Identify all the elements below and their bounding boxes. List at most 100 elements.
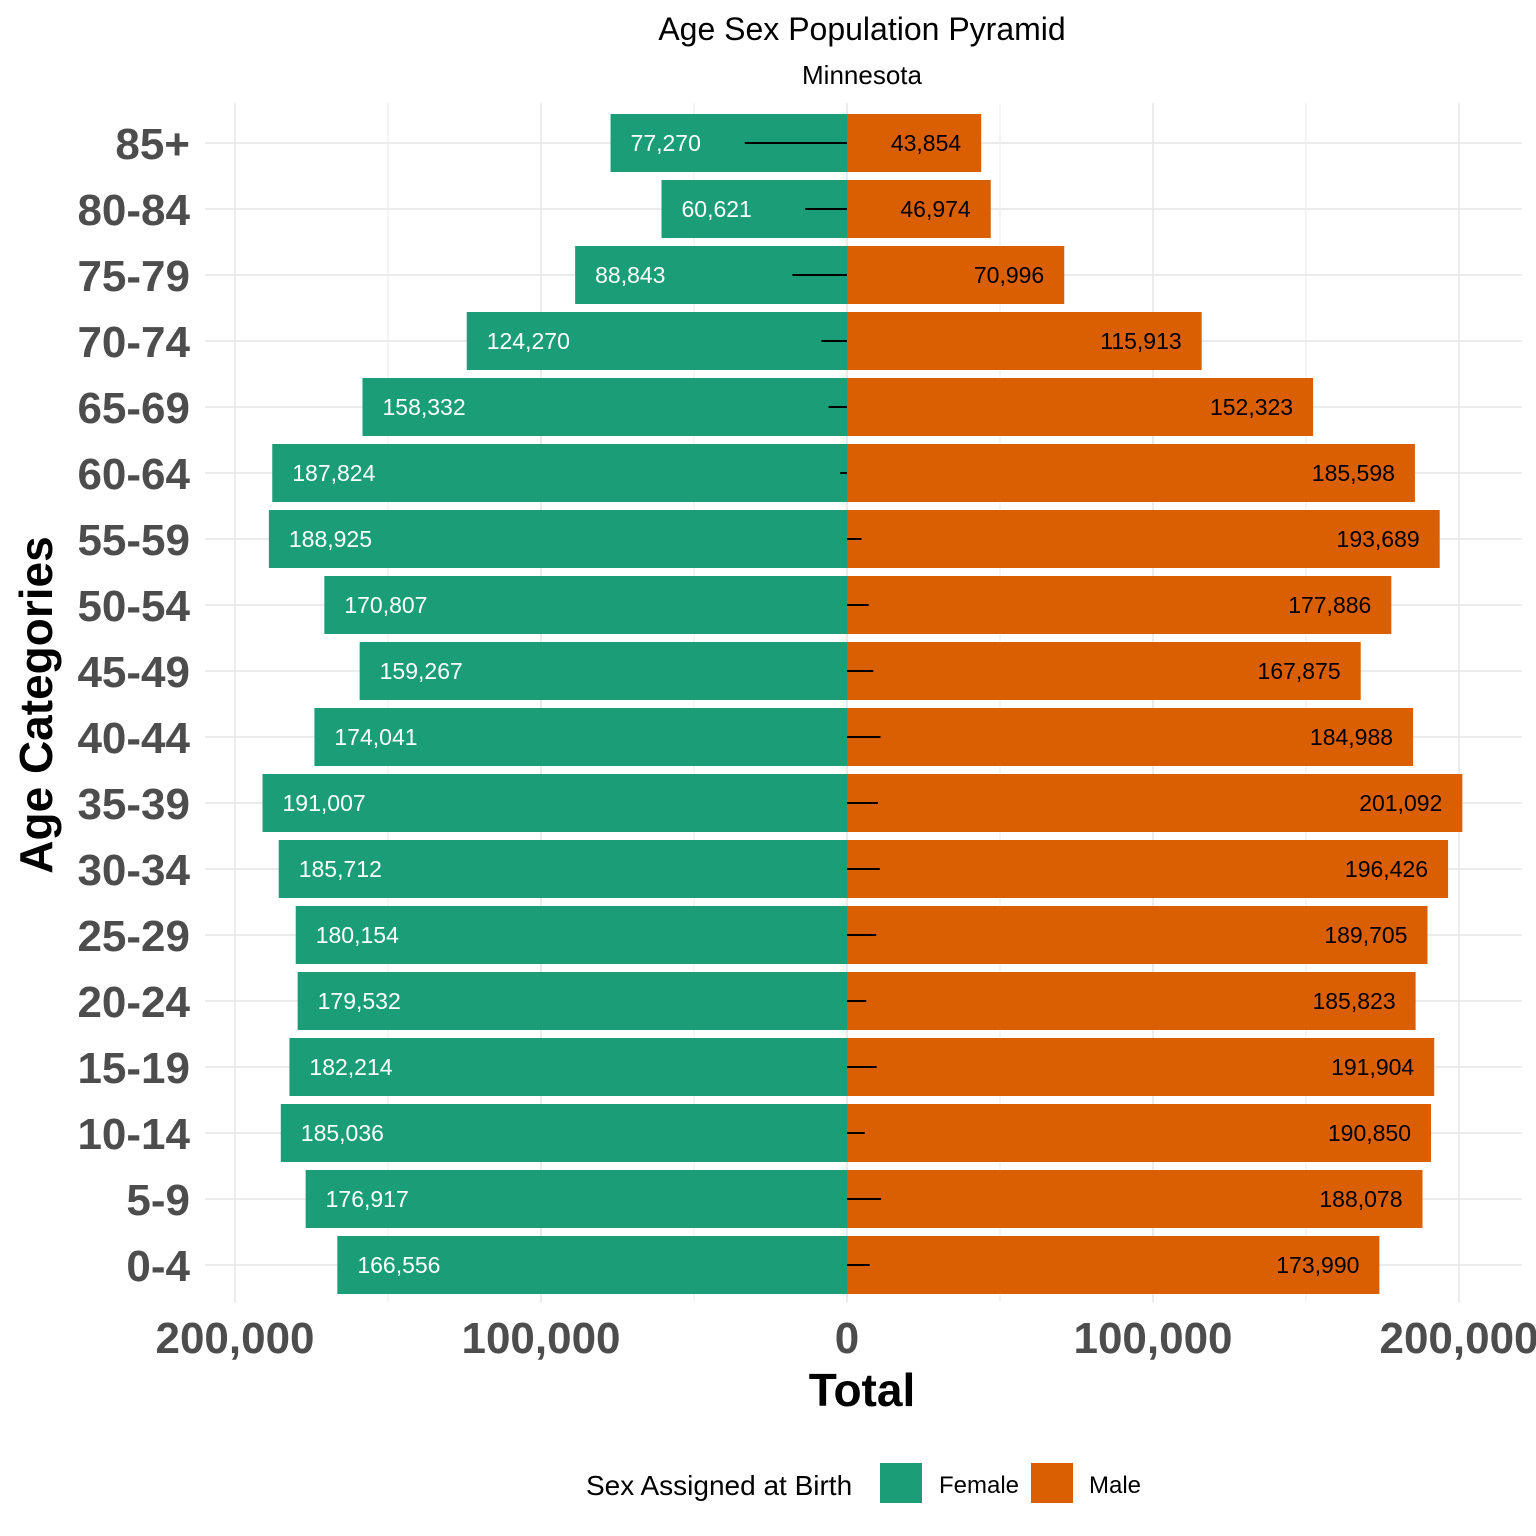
legend-swatch-male bbox=[1031, 1463, 1073, 1503]
bar-male-10-14 bbox=[847, 1104, 1432, 1162]
y-tick-label: 85+ bbox=[115, 120, 190, 169]
bar-female-15-19 bbox=[289, 1038, 847, 1096]
bar-label-female: 60,621 bbox=[681, 196, 751, 222]
bar-label-male: 185,598 bbox=[1312, 460, 1395, 486]
bar-label-female: 180,154 bbox=[316, 922, 399, 948]
x-tick-label: 100,000 bbox=[1073, 1314, 1232, 1363]
bar-label-male: 193,689 bbox=[1337, 526, 1420, 552]
bar-label-male: 188,078 bbox=[1319, 1186, 1402, 1212]
x-axis-tick-labels: 200,000 100,000 0 100,000 200,000 bbox=[155, 1314, 1536, 1363]
legend-label-male: Male bbox=[1089, 1472, 1141, 1499]
bar-female-30-34 bbox=[278, 840, 847, 898]
difference-ticks bbox=[744, 142, 882, 1266]
bar-label-male: 184,988 bbox=[1310, 724, 1393, 750]
y-axis-tick-labels: 0-4 5-9 10-14 15-19 20-24 25-29 30-34 35-39 40-4… bbox=[77, 120, 190, 1291]
x-tick-label: 200,000 bbox=[1379, 1314, 1536, 1363]
y-tick-label: 0-4 bbox=[126, 1242, 190, 1291]
bar-label-male: 115,913 bbox=[1100, 328, 1181, 354]
y-tick-label: 10-14 bbox=[77, 1110, 190, 1159]
bar-label-female: 185,712 bbox=[299, 856, 382, 882]
bar-label-male: 201,092 bbox=[1359, 790, 1442, 816]
legend: Sex Assigned at Birth Female Male bbox=[586, 1463, 1141, 1503]
bar-female-70-74 bbox=[466, 312, 847, 370]
y-tick-label: 45-49 bbox=[77, 648, 190, 697]
x-tick-label: 0 bbox=[835, 1314, 859, 1363]
bar-label-male: 196,426 bbox=[1345, 856, 1428, 882]
legend-title: Sex Assigned at Birth bbox=[586, 1470, 852, 1501]
bar-female-65-69 bbox=[362, 378, 847, 436]
x-tick-label: 200,000 bbox=[155, 1314, 314, 1363]
bar-male-5-9 bbox=[847, 1170, 1423, 1228]
chart-subtitle: Minnesota bbox=[802, 60, 922, 90]
bar-male-85+ bbox=[847, 114, 982, 172]
bar-label-male: 173,990 bbox=[1276, 1252, 1359, 1278]
bar-label-female: 159,267 bbox=[380, 658, 463, 684]
bar-label-female: 170,807 bbox=[344, 592, 427, 618]
bar-label-male: 70,996 bbox=[974, 262, 1044, 288]
bar-female-25-29 bbox=[295, 906, 847, 964]
y-tick-label: 65-69 bbox=[77, 384, 190, 433]
bar-male-25-29 bbox=[847, 906, 1428, 964]
y-tick-label: 60-64 bbox=[77, 450, 190, 499]
bar-female-55-59 bbox=[268, 510, 847, 568]
bar-label-male: 177,886 bbox=[1288, 592, 1371, 618]
bar-label-female: 179,532 bbox=[318, 988, 401, 1014]
y-tick-label: 15-19 bbox=[77, 1044, 190, 1093]
bar-male-35-39 bbox=[847, 774, 1463, 832]
bar-female-5-9 bbox=[305, 1170, 847, 1228]
y-tick-label: 55-59 bbox=[77, 516, 190, 565]
bar-male-45-49 bbox=[847, 642, 1361, 700]
bar-value-labels: 166,556 173,990 176,917 188,078 185,036 190,8… bbox=[283, 130, 1443, 1278]
bar-female-10-14 bbox=[280, 1104, 848, 1162]
bar-male-15-19 bbox=[847, 1038, 1435, 1096]
bar-male-55-59 bbox=[847, 510, 1440, 568]
x-axis-title: Total bbox=[809, 1364, 915, 1416]
chart-title: Age Sex Population Pyramid bbox=[658, 11, 1065, 47]
y-tick-label: 25-29 bbox=[77, 912, 190, 961]
bar-female-50-54 bbox=[324, 576, 847, 634]
x-tick-label: 100,000 bbox=[461, 1314, 620, 1363]
y-tick-label: 80-84 bbox=[77, 186, 190, 235]
bar-label-female: 176,917 bbox=[326, 1186, 409, 1212]
bar-label-female: 88,843 bbox=[595, 262, 665, 288]
bar-male-40-44 bbox=[847, 708, 1414, 766]
bar-label-female: 166,556 bbox=[357, 1252, 440, 1278]
bar-label-male: 185,823 bbox=[1312, 988, 1395, 1014]
y-tick-label: 35-39 bbox=[77, 780, 190, 829]
bar-male-80-84 bbox=[847, 180, 991, 238]
bar-male-65-69 bbox=[847, 378, 1314, 436]
y-axis-title: Age Categories bbox=[10, 536, 62, 873]
y-tick-label: 30-34 bbox=[77, 846, 190, 895]
bar-male-50-54 bbox=[847, 576, 1392, 634]
bar-label-male: 189,705 bbox=[1324, 922, 1407, 948]
bars bbox=[262, 114, 1463, 1294]
legend-swatch-female bbox=[880, 1463, 922, 1503]
y-tick-label: 40-44 bbox=[77, 714, 190, 763]
bar-label-female: 124,270 bbox=[487, 328, 570, 354]
bar-female-45-49 bbox=[359, 642, 847, 700]
bar-label-male: 191,904 bbox=[1331, 1054, 1414, 1080]
bar-male-70-74 bbox=[847, 312, 1202, 370]
bar-label-male: 43,854 bbox=[891, 130, 962, 156]
bar-label-female: 174,041 bbox=[334, 724, 417, 750]
y-tick-label: 50-54 bbox=[77, 582, 190, 631]
bar-female-60-64 bbox=[272, 444, 847, 502]
bar-label-female: 188,925 bbox=[289, 526, 372, 552]
bar-male-30-34 bbox=[847, 840, 1449, 898]
bar-male-60-64 bbox=[847, 444, 1415, 502]
bar-male-20-24 bbox=[847, 972, 1416, 1030]
bar-female-20-24 bbox=[297, 972, 847, 1030]
bar-label-male: 190,850 bbox=[1328, 1120, 1411, 1146]
bar-label-female: 77,270 bbox=[631, 130, 701, 156]
bar-female-35-39 bbox=[262, 774, 848, 832]
bar-label-female: 185,036 bbox=[301, 1120, 384, 1146]
bar-male-75-79 bbox=[847, 246, 1065, 304]
y-tick-label: 70-74 bbox=[77, 318, 190, 367]
y-tick-label: 5-9 bbox=[126, 1176, 190, 1225]
bar-label-male: 167,875 bbox=[1258, 658, 1341, 684]
y-tick-label: 20-24 bbox=[77, 978, 190, 1027]
bar-label-male: 152,323 bbox=[1210, 394, 1293, 420]
y-tick-label: 75-79 bbox=[77, 252, 190, 301]
bar-female-40-44 bbox=[314, 708, 847, 766]
